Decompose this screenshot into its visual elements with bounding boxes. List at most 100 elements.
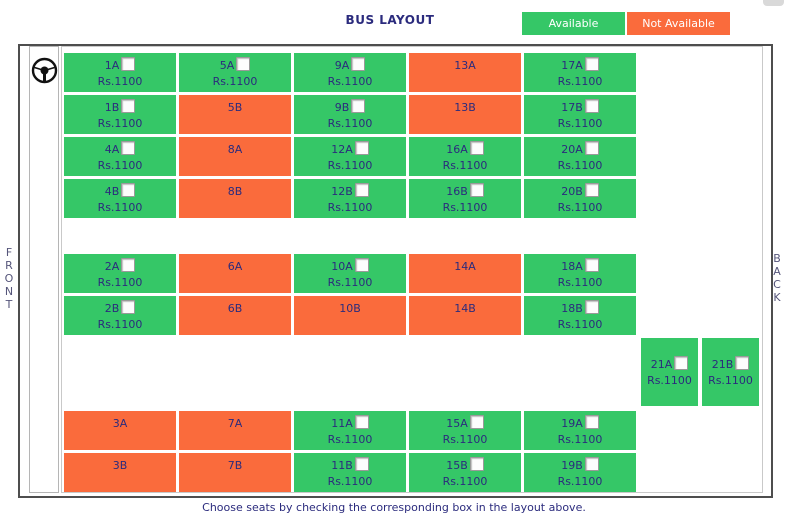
legend-not-available-swatch: Not Available (627, 12, 730, 35)
seat-label: 2B (104, 302, 120, 315)
seat-17B: 17B Rs.1100 (524, 95, 636, 134)
seat-grid: 1A Rs.1100 5A Rs.1100 9A Rs.1100 13A 17A Rs.1100… (61, 46, 763, 493)
seat-checkbox-9B[interactable] (351, 99, 366, 113)
seat-price: Rs.1100 (442, 159, 488, 172)
seat-price: Rs.1100 (97, 117, 143, 130)
seat-price: Rs.1100 (557, 475, 603, 488)
seat-label: 16B (446, 185, 468, 198)
seat-label: 2A (104, 260, 120, 273)
seat-label: 5A (219, 59, 235, 72)
seat-checkbox-20B[interactable] (584, 183, 599, 197)
seat-price: Rs.1100 (212, 75, 258, 88)
seat-label: 8A (227, 143, 243, 156)
seat-checkbox-12A[interactable] (354, 141, 369, 155)
seat-price: Rs.1100 (327, 159, 373, 172)
seat-price: Rs.1100 (557, 318, 603, 331)
front-label: FRONT (4, 246, 14, 311)
seat-14A: 14A (409, 254, 521, 293)
seat-10B: 10B (294, 296, 406, 335)
seat-checkbox-1A[interactable] (121, 57, 136, 71)
seat-18B: 18B Rs.1100 (524, 296, 636, 335)
seat-checkbox-2A[interactable] (121, 258, 136, 272)
seat-price: Rs.1100 (97, 318, 143, 331)
seat-8A: 8A (179, 137, 291, 176)
seat-checkbox-2B[interactable] (121, 300, 136, 314)
seat-checkbox-11A[interactable] (354, 415, 369, 429)
seat-12B: 12B Rs.1100 (294, 179, 406, 218)
seat-checkbox-20A[interactable] (584, 141, 599, 155)
seat-13A: 13A (409, 53, 521, 92)
seat-checkbox-9A[interactable] (351, 57, 366, 71)
seat-label: 7A (227, 417, 243, 430)
seat-label: 17A (561, 59, 583, 72)
instruction-caption: Choose seats by checking the correspondi… (202, 501, 586, 514)
seat-checkbox-1B[interactable] (121, 99, 136, 113)
seat-label: 17B (561, 101, 583, 114)
seat-price: Rs.1100 (557, 276, 603, 289)
seat-label: 6A (227, 260, 243, 273)
seat-1A: 1A Rs.1100 (64, 53, 176, 92)
seat-checkbox-19A[interactable] (584, 415, 599, 429)
seat-21B: 21B Rs.1100 (702, 338, 759, 406)
scrollbar-thumb[interactable] (763, 0, 784, 6)
seat-8B: 8B (179, 179, 291, 218)
seat-4A: 4A Rs.1100 (64, 137, 176, 176)
seat-11B: 11B Rs.1100 (294, 453, 406, 492)
seat-checkbox-16B[interactable] (469, 183, 484, 197)
seat-11A: 11A Rs.1100 (294, 411, 406, 450)
seat-price: Rs.1100 (647, 374, 692, 387)
seat-label: 20B (561, 185, 583, 198)
seat-label: 9A (334, 59, 350, 72)
seat-checkbox-21B[interactable] (735, 356, 750, 370)
seat-label: 15A (446, 417, 468, 430)
seat-16B: 16B Rs.1100 (409, 179, 521, 218)
seat-checkbox-4B[interactable] (121, 183, 136, 197)
seat-label: 11B (331, 459, 353, 472)
seat-label: 11A (331, 417, 353, 430)
seat-price: Rs.1100 (557, 201, 603, 214)
seat-label: 7B (227, 459, 243, 472)
legend-not-available-label: Not Available (642, 17, 715, 30)
seat-checkbox-5A[interactable] (236, 57, 251, 71)
seat-checkbox-19B[interactable] (584, 457, 599, 471)
seat-14B: 14B (409, 296, 521, 335)
seat-checkbox-10A[interactable] (354, 258, 369, 272)
legend-available-label: Available (548, 17, 599, 30)
back-label: BACK (773, 252, 781, 304)
seat-label: 8B (227, 185, 243, 198)
seat-15B: 15B Rs.1100 (409, 453, 521, 492)
legend: Available Not Available (522, 12, 730, 35)
seat-5B: 5B (179, 95, 291, 134)
seat-price: Rs.1100 (327, 117, 373, 130)
seat-label: 10B (339, 302, 361, 315)
seat-checkbox-4A[interactable] (121, 141, 136, 155)
seat-price: Rs.1100 (327, 276, 373, 289)
seat-label: 6B (227, 302, 243, 315)
seat-checkbox-16A[interactable] (469, 141, 484, 155)
seat-label: 19A (561, 417, 583, 430)
seat-4B: 4B Rs.1100 (64, 179, 176, 218)
seat-checkbox-17A[interactable] (584, 57, 599, 71)
seat-checkbox-21A[interactable] (674, 356, 689, 370)
seat-label: 13A (454, 59, 476, 72)
seat-label: 18B (561, 302, 583, 315)
seat-checkbox-15B[interactable] (469, 457, 484, 471)
seat-7A: 7A (179, 411, 291, 450)
seat-label: 12B (331, 185, 353, 198)
seat-checkbox-18A[interactable] (584, 258, 599, 272)
seat-checkbox-15A[interactable] (469, 415, 484, 429)
seat-label: 19B (561, 459, 583, 472)
steering-wheel-icon (31, 57, 58, 88)
seat-checkbox-11B[interactable] (354, 457, 369, 471)
seat-6A: 6A (179, 254, 291, 293)
seat-checkbox-17B[interactable] (584, 99, 599, 113)
seat-2A: 2A Rs.1100 (64, 254, 176, 293)
seat-price: Rs.1100 (327, 75, 373, 88)
seat-label: 1A (104, 59, 120, 72)
seat-checkbox-12B[interactable] (354, 183, 369, 197)
seat-checkbox-18B[interactable] (584, 300, 599, 314)
seat-price: Rs.1100 (557, 117, 603, 130)
seat-label: 15B (446, 459, 468, 472)
seat-5A: 5A Rs.1100 (179, 53, 291, 92)
seat-12A: 12A Rs.1100 (294, 137, 406, 176)
